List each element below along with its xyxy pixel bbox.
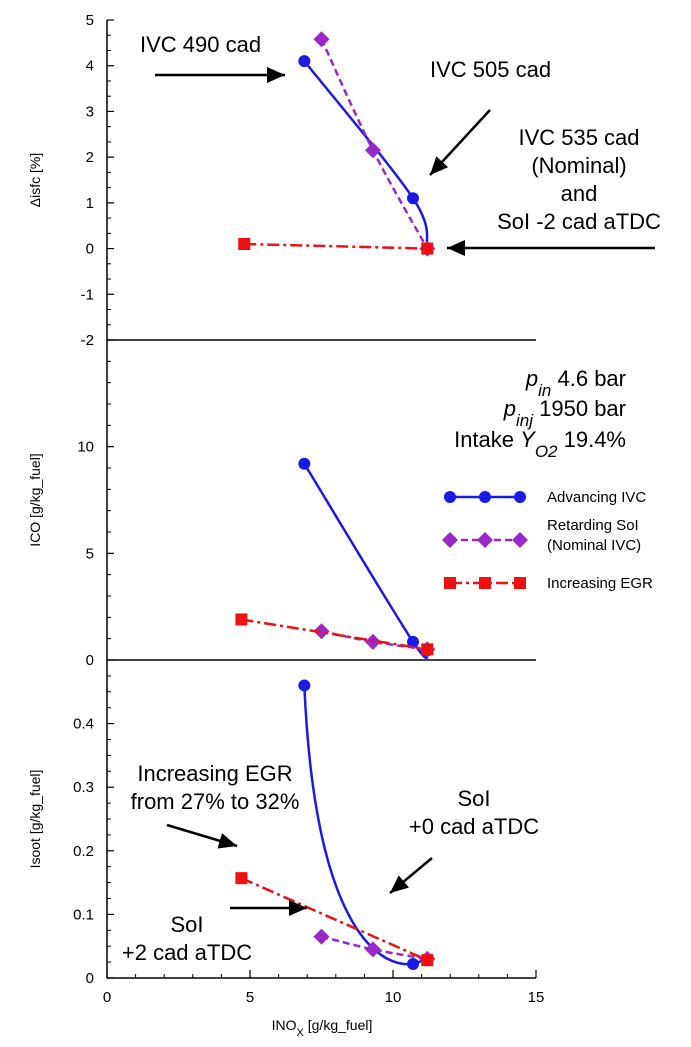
series-line-circle: [303, 685, 428, 966]
condition-pinj: pinj 1950 bar: [503, 396, 626, 430]
y-axis-label: Isoot [g/kg_fuel]: [27, 770, 43, 869]
y-tick-label: 5: [86, 545, 94, 562]
legend-label: (Nominal IVC): [547, 537, 641, 554]
arrow-head: [217, 833, 237, 849]
data-point-circle: [407, 635, 420, 648]
x-tick-label: 0: [103, 989, 111, 1006]
legend-marker-circle: [479, 491, 491, 503]
data-point-square: [421, 643, 434, 656]
series-line-square: [244, 242, 428, 250]
x-tick-label: 10: [385, 989, 402, 1006]
y-tick-label: -1: [81, 286, 94, 303]
annotation-ivc490: IVC 490 cad: [140, 32, 261, 57]
y-tick-label: 5: [86, 12, 94, 29]
annotation-soi0-line1: SoI: [457, 786, 490, 811]
series-line-square: [241, 618, 428, 651]
data-point-square: [235, 613, 248, 626]
legend-marker-square: [514, 577, 526, 589]
legend-marker-circle: [444, 491, 456, 503]
annotation-soi2-line1: SoI: [170, 912, 203, 937]
data-point-circle: [407, 958, 420, 971]
data-point-square: [238, 238, 251, 250]
arrow-head: [267, 67, 285, 83]
y-tick-label: 2: [86, 149, 94, 166]
legend-marker-diamond: [477, 532, 493, 548]
legend-marker-square: [444, 577, 456, 589]
legend-marker-diamond: [442, 532, 458, 548]
legend-marker-square: [479, 577, 491, 589]
series-line-diamond: [321, 935, 428, 961]
condition-yo2: Intake YO2 19.4%: [454, 427, 626, 461]
y-tick-label: 1: [86, 195, 94, 212]
annotation-ivc535-line4: SoI -2 cad aTDC: [497, 209, 661, 234]
series-line-square: [240, 877, 428, 962]
data-point-circle: [298, 457, 311, 470]
data-point-diamond: [364, 142, 381, 159]
condition-pin: pin 4.6 bar: [525, 366, 626, 400]
legend-label: Advancing IVC: [547, 489, 646, 506]
data-point-square: [235, 872, 248, 885]
data-point-diamond: [313, 31, 330, 48]
arrow-head: [390, 875, 409, 893]
arrow-head: [289, 900, 307, 916]
y-tick-label: 0: [86, 241, 94, 258]
annotation-ivc535-line1: IVC 535 cad: [518, 125, 639, 150]
annotation-ivc535-line3: and: [561, 181, 598, 206]
y-axis-label: ICO [g/kg_fuel]: [27, 453, 43, 546]
data-point-square: [421, 242, 434, 255]
annotation-ivc535-line2: (Nominal): [531, 153, 626, 178]
y-tick-label: 0: [86, 970, 94, 987]
y-axis-label: Δisfc [%]: [27, 153, 43, 207]
y-tick-label: 4: [86, 58, 94, 75]
data-point-square: [421, 954, 434, 967]
x-axis-label: INOX [g/kg_fuel]: [272, 1017, 373, 1039]
y-tick-label: 10: [77, 439, 94, 456]
data-point-circle: [298, 679, 311, 692]
y-tick-label: -2: [81, 332, 94, 349]
y-tick-label: 0.2: [73, 843, 94, 860]
arrow-head: [447, 240, 465, 256]
y-tick-label: 0: [86, 652, 94, 669]
data-point-circle: [407, 192, 420, 205]
y-tick-label: 0.4: [73, 716, 94, 733]
legend-marker-circle: [514, 491, 526, 503]
legend-label: Retarding SoI: [547, 517, 639, 534]
annotation-soi2-line2: +2 cad aTDC: [122, 940, 252, 965]
data-point-circle: [298, 55, 311, 68]
annotation-soi0-line2: +0 cad aTDC: [409, 814, 539, 839]
annotation-egr-line2: from 27% to 32%: [131, 789, 300, 814]
series-line-circle: [303, 60, 429, 249]
annotation-ivc505: IVC 505 cad: [430, 57, 551, 82]
annotation-egr-line1: Increasing EGR: [137, 761, 292, 786]
y-tick-label: 0.3: [73, 779, 94, 796]
data-point-diamond: [313, 928, 330, 945]
annotation-layer: IVC 490 cad IVC 505 cad IVC 535 cad (Nomina…: [122, 32, 661, 965]
data-point-diamond: [364, 941, 381, 958]
legend-label: Increasing EGR: [547, 575, 653, 592]
series-layer: [235, 31, 436, 971]
legend-marker-diamond: [512, 532, 528, 548]
y-tick-label: 3: [86, 103, 94, 120]
arrow-head: [430, 156, 449, 175]
x-tick-label: 5: [246, 989, 254, 1006]
x-tick-label: 15: [528, 989, 545, 1006]
y-tick-label: 0.1: [73, 906, 94, 923]
